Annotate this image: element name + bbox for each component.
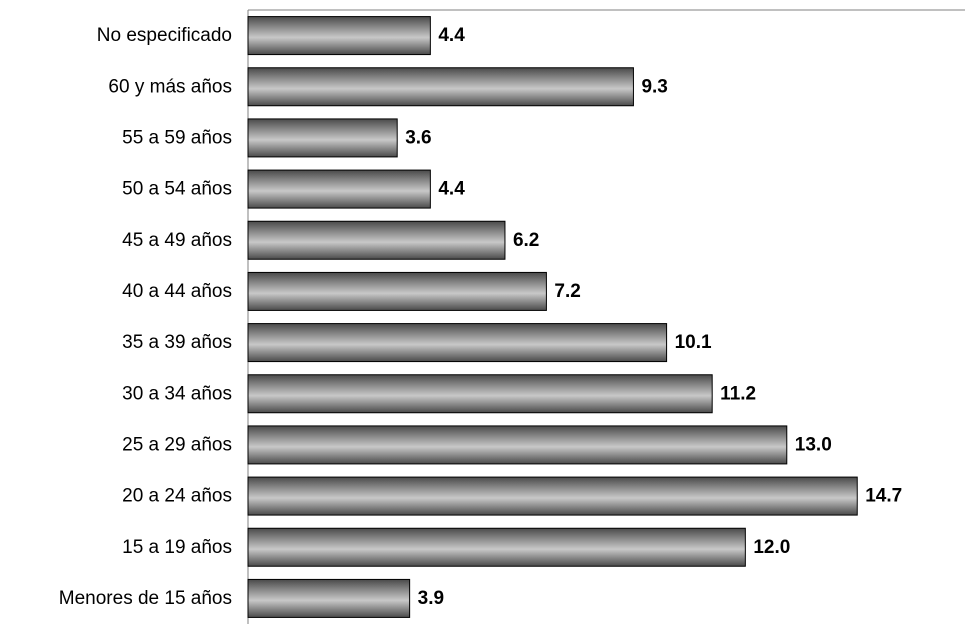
data-label: 11.2 xyxy=(720,383,756,404)
category-label: 50 a 54 años xyxy=(122,179,232,200)
category-label: 15 a 19 años xyxy=(122,537,232,558)
category-label: 25 a 29 años xyxy=(122,434,232,455)
value-labels: 4.4 9.3 3.6 4.4 6.2 7.2 10.1 11.2 13.0 14.7 12.0 3.… xyxy=(405,25,902,609)
data-label: 10.1 xyxy=(675,332,712,353)
bar xyxy=(247,476,858,516)
bar xyxy=(247,16,431,56)
bar xyxy=(247,118,398,158)
data-label: 6.2 xyxy=(513,230,539,251)
category-label: 60 y más años xyxy=(108,76,232,97)
bar xyxy=(247,220,506,260)
data-label: 13.0 xyxy=(795,434,832,455)
plot-frame xyxy=(247,9,965,624)
category-labels: No especificado 60 y más años 55 a 59 años… xyxy=(59,25,232,609)
data-label: 3.9 xyxy=(418,588,444,609)
bar xyxy=(247,425,788,465)
bar xyxy=(247,578,411,618)
category-label: No especificado xyxy=(97,25,232,46)
category-label: 35 a 39 años xyxy=(122,332,232,353)
category-label: 55 a 59 años xyxy=(122,127,232,148)
data-label: 14.7 xyxy=(865,486,902,507)
bar xyxy=(247,169,431,209)
bar xyxy=(247,374,713,414)
data-label: 12.0 xyxy=(753,537,790,558)
category-label: 30 a 34 años xyxy=(122,383,232,404)
category-label: 45 a 49 años xyxy=(122,230,232,251)
category-label: 20 a 24 años xyxy=(122,486,232,507)
data-label: 7.2 xyxy=(554,281,580,302)
data-label: 4.4 xyxy=(438,25,465,46)
category-label: Menores de 15 años xyxy=(59,588,232,609)
data-label: 9.3 xyxy=(641,76,667,97)
bar xyxy=(247,527,746,567)
bars-group xyxy=(247,16,858,618)
data-label: 4.4 xyxy=(438,179,465,200)
bar xyxy=(247,323,668,363)
bar xyxy=(247,67,634,107)
bar xyxy=(247,271,547,311)
data-label: 3.6 xyxy=(405,127,431,148)
category-label: 40 a 44 años xyxy=(122,281,232,302)
